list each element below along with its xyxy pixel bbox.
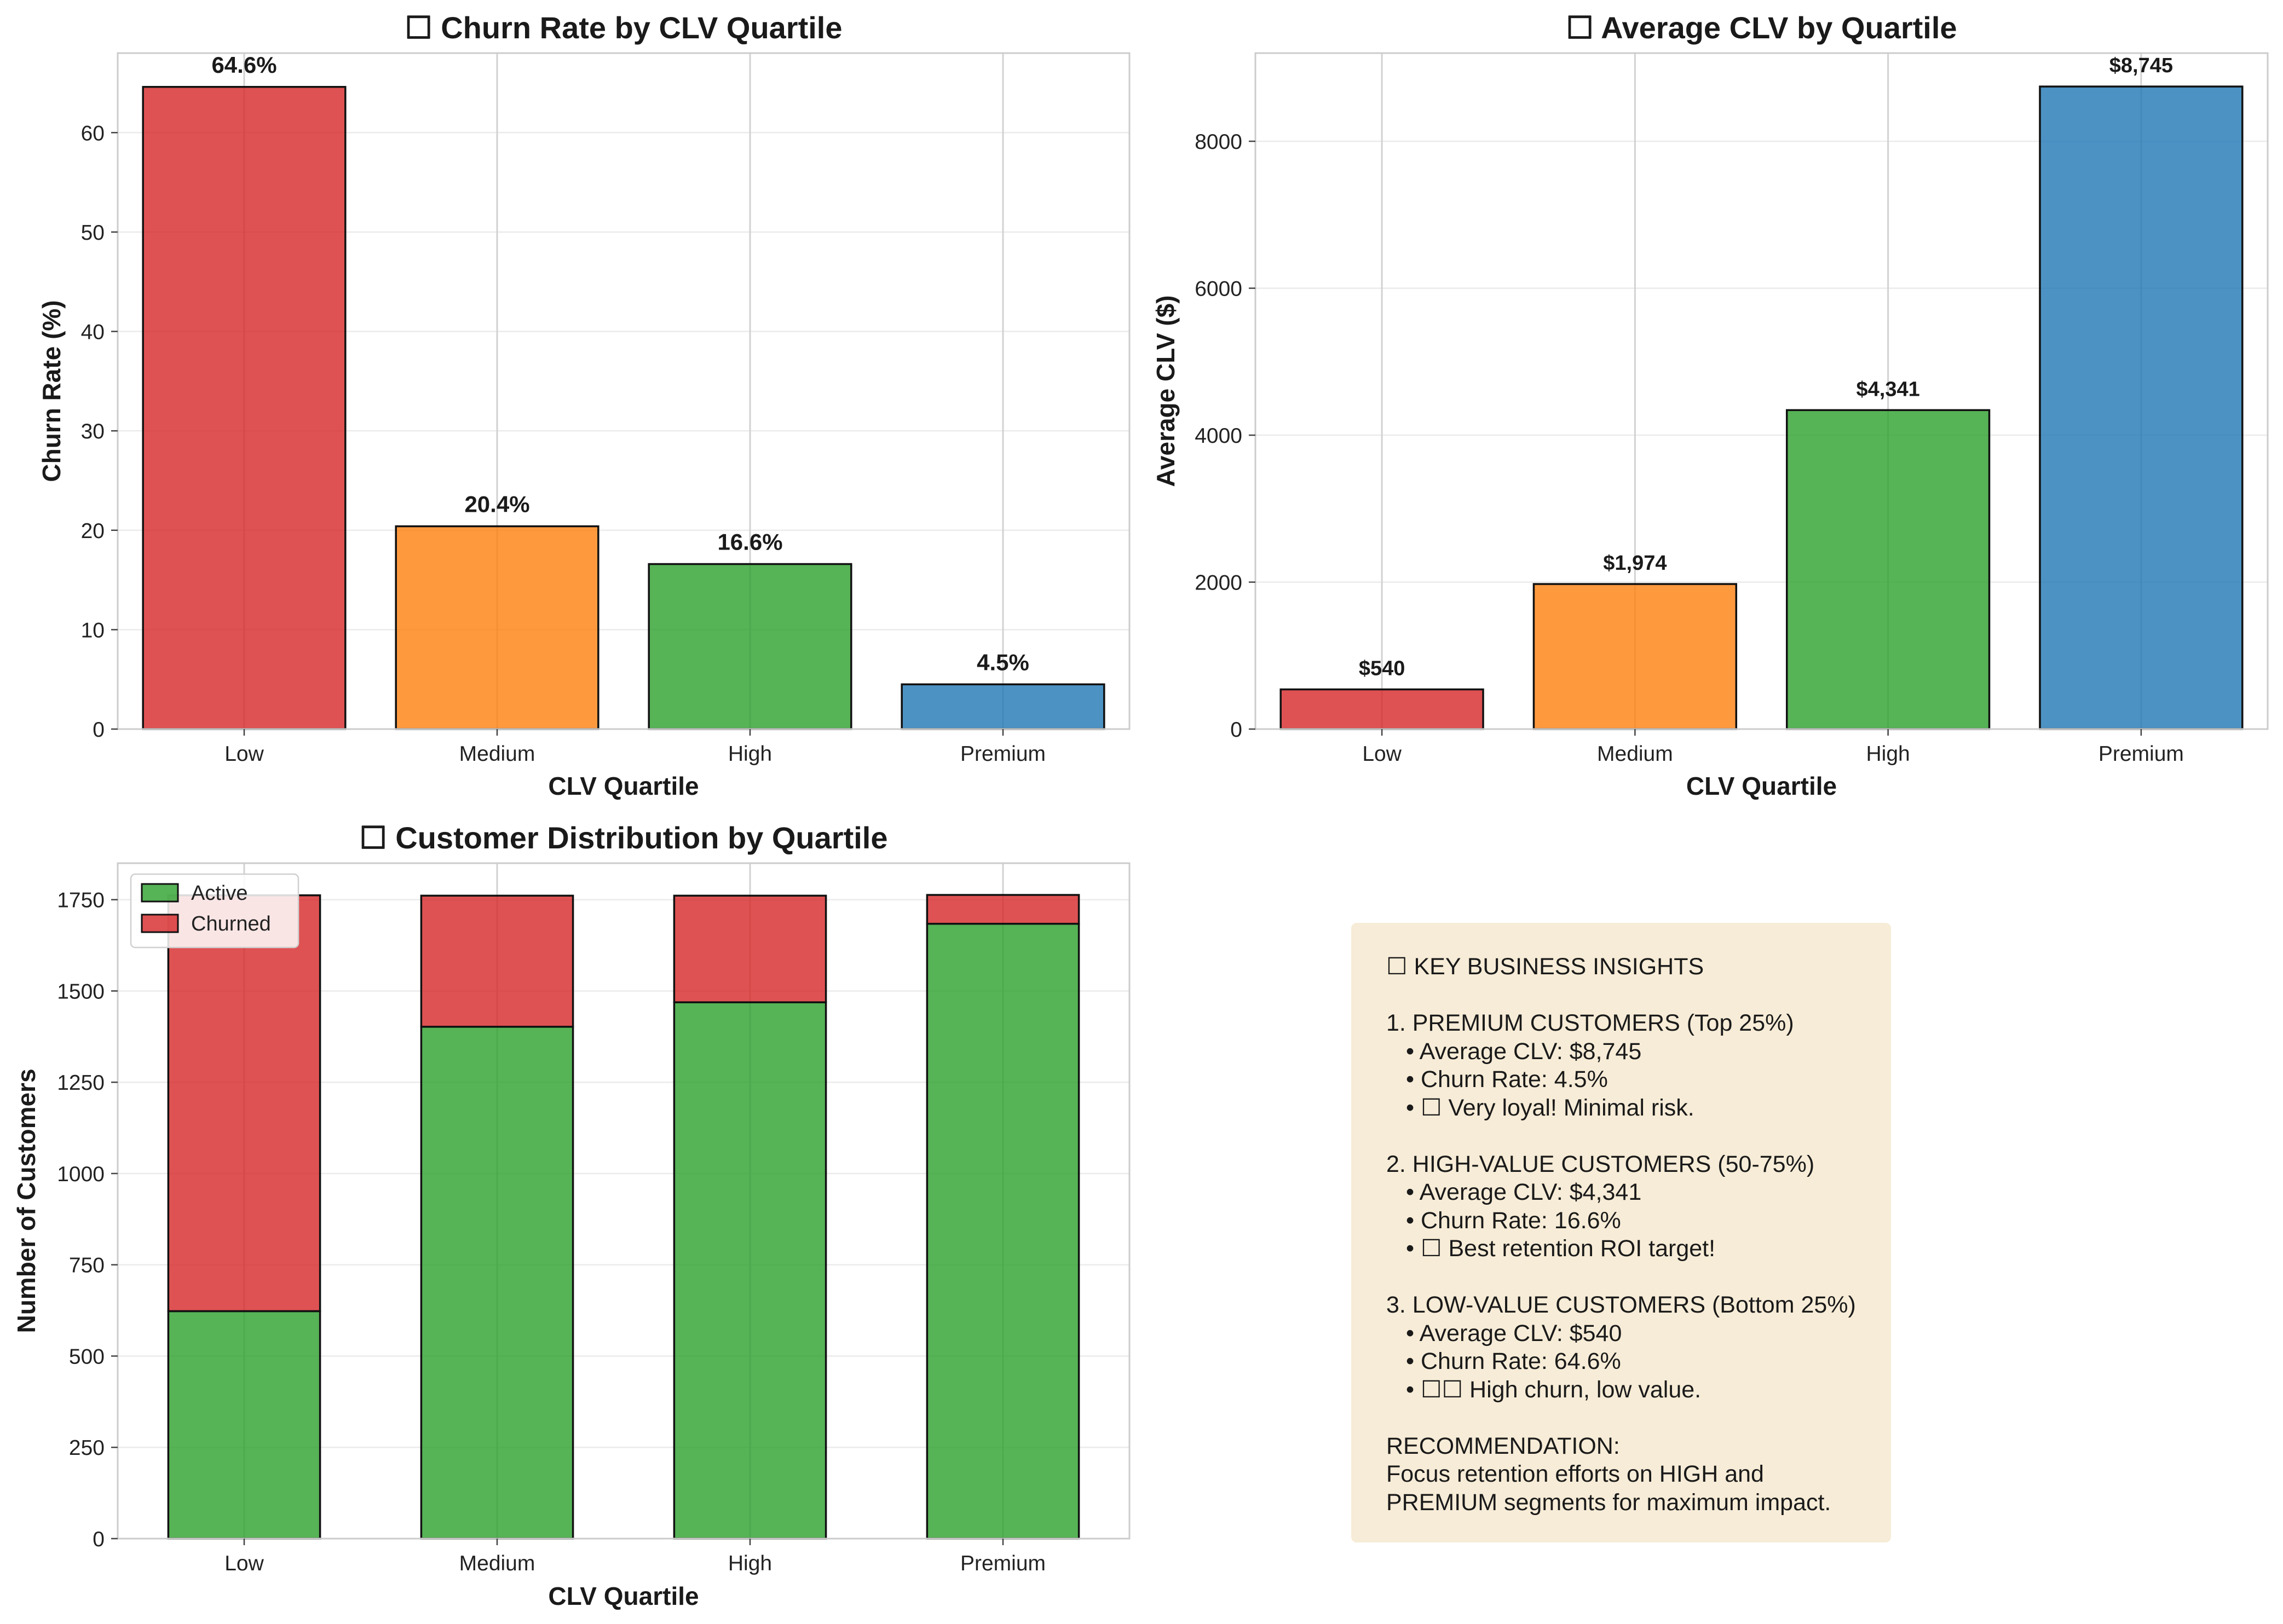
axes-frame	[117, 862, 1131, 1540]
y-tick-label: 1250	[57, 1071, 105, 1095]
y-tick-label: 60	[81, 122, 105, 145]
insight-line: 3. LOW-VALUE CUSTOMERS (Bottom 25%)	[1386, 1292, 1856, 1318]
legend-swatch-churned	[141, 914, 179, 933]
y-tick-label: 0	[93, 1528, 105, 1551]
x-axis-label: CLV Quartile	[548, 1582, 699, 1610]
insight-line: 1. PREMIUM CUSTOMERS (Top 25%)	[1386, 1010, 1794, 1036]
x-tick-label: Low	[224, 742, 264, 766]
chart-title: ☐ Churn Rate by CLV Quartile	[405, 10, 842, 45]
insights-panel: ☐ KEY BUSINESS INSIGHTS 1. PREMIUM CUSTOM…	[1351, 923, 1891, 1542]
insight-line: • Average CLV: $4,341	[1406, 1179, 1642, 1205]
x-tick-label: Medium	[459, 1552, 535, 1575]
legend-label-active: Active	[191, 882, 247, 905]
y-tick-label: 1500	[57, 980, 105, 1003]
y-tick-label: 6000	[1195, 278, 1242, 301]
data-label-high: 16.6%	[717, 529, 782, 555]
data-label-high: $4,341	[1857, 378, 1920, 401]
chart-title: ☐ Average CLV by Quartile	[1566, 10, 1957, 45]
x-tick-label: Premium	[2098, 742, 2184, 766]
y-tick-label: 30	[81, 420, 105, 443]
insight-spacer	[1386, 1122, 1891, 1151]
x-axis-label: CLV Quartile	[548, 772, 699, 800]
legend: Active Churned	[130, 873, 299, 949]
insight-line: RECOMMENDATION:	[1386, 1432, 1620, 1459]
bar-medium	[1532, 583, 1738, 730]
y-tick-label: 1000	[57, 1163, 105, 1186]
data-label-low: $540	[1359, 657, 1405, 680]
insight-line: Focus retention efforts on HIGH and	[1386, 1461, 1764, 1487]
axes-frame	[1254, 52, 2269, 730]
insight-spacer	[1386, 981, 1891, 1010]
chart-title: ☐ Customer Distribution by Quartile	[360, 820, 888, 855]
x-tick-label: Premium	[960, 1552, 1046, 1575]
bar-churned-medium	[420, 894, 574, 1028]
insight-line: PREMIUM segments for maximum impact.	[1386, 1489, 1831, 1516]
data-label-premium: 4.5%	[977, 649, 1029, 675]
bar-high	[1785, 409, 1991, 730]
bar-active-premium	[926, 922, 1080, 1540]
legend-swatch-active	[141, 883, 179, 903]
insight-line: ☐ KEY BUSINESS INSIGHTS	[1386, 953, 1704, 980]
insight-line: • ☐ Best retention ROI target!	[1406, 1235, 1716, 1262]
bar-active-high	[673, 1001, 827, 1540]
insight-line: • Churn Rate: 4.5%	[1406, 1066, 1608, 1093]
y-tick-label: 20	[81, 519, 105, 543]
insight-spacer	[1386, 1404, 1891, 1432]
bar-premium	[901, 683, 1105, 730]
y-tick-label: 500	[69, 1345, 105, 1368]
legend-label-churned: Churned	[191, 912, 271, 935]
bar-churned-high	[673, 894, 827, 1003]
x-tick-label: Low	[224, 1552, 264, 1575]
x-tick-label: Low	[1362, 742, 1402, 766]
y-axis-label: Churn Rate (%)	[37, 300, 66, 482]
y-tick-label: 4000	[1195, 424, 1242, 448]
y-tick-label: 2000	[1195, 571, 1242, 595]
x-tick-label: Premium	[960, 742, 1046, 766]
x-axis-label: CLV Quartile	[1686, 772, 1837, 800]
chart-panel-2: $540 $1,974 $4,341 $8,745 0 2000 4000 6000 8000 L…	[1151, 10, 2269, 800]
y-tick-label: 0	[93, 718, 105, 742]
bar-active-low	[167, 1310, 321, 1540]
y-tick-label: 10	[81, 619, 105, 642]
data-label-premium: $8,745	[2109, 54, 2173, 77]
bar-medium	[395, 525, 599, 730]
y-tick-label: 50	[81, 221, 105, 245]
insight-line: • Average CLV: $540	[1406, 1320, 1622, 1346]
bar-low	[142, 86, 347, 730]
bar-high	[648, 563, 852, 730]
chart-panel-1: 64.6% 20.4% 16.6% 4.5% 0 10 20 30 40 50 60 Low Mediu…	[37, 10, 1131, 800]
bar-churned-premium	[926, 894, 1080, 925]
insight-spacer	[1386, 1263, 1891, 1292]
y-tick-label: 1750	[57, 889, 105, 912]
bar-active-medium	[420, 1026, 574, 1540]
x-tick-label: High	[1866, 742, 1910, 766]
y-axis-label: Average CLV ($)	[1151, 295, 1180, 487]
chart-panel-3: 0 250 500 750 1000 1250 1500 1750 Low Medium High P…	[12, 820, 1131, 1610]
y-tick-label: 250	[69, 1436, 105, 1460]
data-label-low: 64.6%	[211, 52, 276, 78]
x-tick-label: High	[728, 1552, 772, 1575]
x-tick-label: Medium	[459, 742, 535, 766]
insight-line: • Churn Rate: 64.6%	[1406, 1348, 1621, 1374]
bar-low	[1279, 688, 1484, 730]
insight-line: • ☐☐ High churn, low value.	[1406, 1376, 1702, 1403]
insight-line: • ☐ Very loyal! Minimal risk.	[1406, 1094, 1694, 1121]
insight-line: 2. HIGH-VALUE CUSTOMERS (50-75%)	[1386, 1151, 1815, 1177]
insight-line: • Churn Rate: 16.6%	[1406, 1207, 1621, 1234]
axes-frame	[117, 52, 1131, 730]
x-tick-label: High	[728, 742, 772, 766]
bar-premium	[2039, 85, 2244, 730]
y-tick-label: 8000	[1195, 130, 1242, 154]
y-tick-label: 40	[81, 321, 105, 344]
y-tick-label: 0	[1230, 718, 1242, 742]
bar-churned-low	[167, 894, 321, 1313]
y-tick-label: 750	[69, 1254, 105, 1278]
x-tick-label: Medium	[1597, 742, 1673, 766]
y-axis-label: Number of Customers	[12, 1068, 41, 1333]
data-label-medium: 20.4%	[464, 492, 529, 517]
insight-line: • Average CLV: $8,745	[1406, 1038, 1642, 1065]
data-label-medium: $1,974	[1603, 552, 1667, 575]
